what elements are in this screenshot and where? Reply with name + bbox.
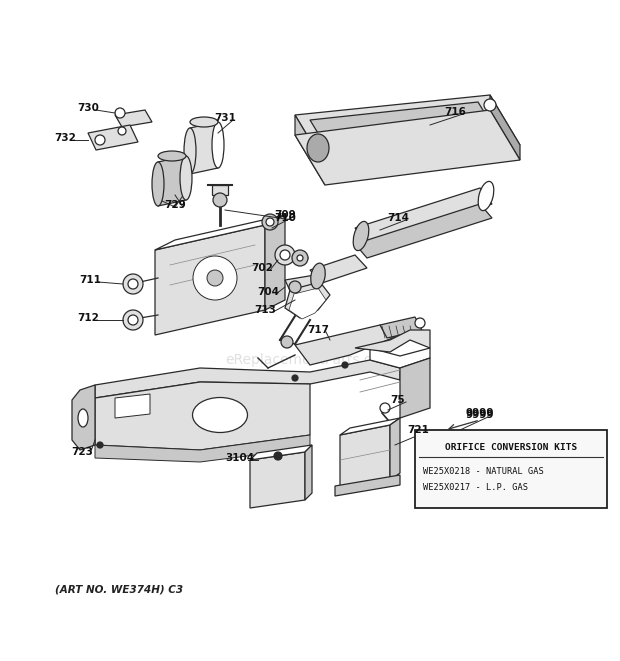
Circle shape xyxy=(95,135,105,145)
Text: 713: 713 xyxy=(254,305,276,315)
Circle shape xyxy=(97,442,103,448)
Polygon shape xyxy=(310,102,506,166)
Ellipse shape xyxy=(190,117,218,127)
Text: 721: 721 xyxy=(407,425,429,435)
Text: 714: 714 xyxy=(387,213,409,223)
Polygon shape xyxy=(295,95,520,165)
Polygon shape xyxy=(72,385,95,450)
Polygon shape xyxy=(285,282,330,318)
Polygon shape xyxy=(115,394,150,418)
Polygon shape xyxy=(340,418,400,435)
Text: 729: 729 xyxy=(164,200,186,210)
Circle shape xyxy=(262,214,278,230)
Circle shape xyxy=(193,256,237,300)
Polygon shape xyxy=(289,288,326,319)
Circle shape xyxy=(213,193,227,207)
Polygon shape xyxy=(95,382,310,450)
Ellipse shape xyxy=(158,151,186,161)
Text: 710: 710 xyxy=(274,213,296,223)
Text: 716: 716 xyxy=(444,107,466,117)
Text: 704: 704 xyxy=(257,287,279,297)
Circle shape xyxy=(292,250,308,266)
Ellipse shape xyxy=(478,181,494,211)
Polygon shape xyxy=(355,204,492,258)
Polygon shape xyxy=(295,110,520,185)
Text: 9999: 9999 xyxy=(466,408,494,418)
Text: 732: 732 xyxy=(54,133,76,143)
Text: 731: 731 xyxy=(214,113,236,123)
Text: 3104: 3104 xyxy=(226,453,255,463)
Polygon shape xyxy=(155,215,285,250)
Circle shape xyxy=(274,452,282,460)
Text: 723: 723 xyxy=(71,447,93,457)
Ellipse shape xyxy=(212,122,224,168)
Polygon shape xyxy=(95,360,400,398)
Polygon shape xyxy=(340,425,390,490)
Circle shape xyxy=(292,375,298,381)
Ellipse shape xyxy=(307,134,329,162)
Ellipse shape xyxy=(192,397,247,432)
Polygon shape xyxy=(88,125,138,150)
Circle shape xyxy=(280,250,290,260)
Polygon shape xyxy=(370,348,430,368)
Polygon shape xyxy=(158,156,186,206)
Polygon shape xyxy=(250,445,312,460)
Polygon shape xyxy=(305,445,312,500)
Polygon shape xyxy=(190,122,218,174)
Circle shape xyxy=(415,318,425,328)
Polygon shape xyxy=(355,188,492,244)
Circle shape xyxy=(297,255,303,261)
Polygon shape xyxy=(335,475,400,496)
Text: 9999: 9999 xyxy=(466,410,494,420)
Circle shape xyxy=(289,281,301,293)
Ellipse shape xyxy=(353,221,369,251)
Circle shape xyxy=(266,218,274,226)
Polygon shape xyxy=(380,317,422,338)
Polygon shape xyxy=(295,115,325,185)
Polygon shape xyxy=(390,418,400,480)
Ellipse shape xyxy=(311,263,326,289)
Polygon shape xyxy=(95,435,310,462)
Circle shape xyxy=(115,108,125,118)
Polygon shape xyxy=(295,325,400,365)
Polygon shape xyxy=(212,185,228,195)
Polygon shape xyxy=(155,225,265,335)
Polygon shape xyxy=(115,110,152,127)
Polygon shape xyxy=(490,95,520,160)
Ellipse shape xyxy=(78,409,88,427)
Polygon shape xyxy=(250,452,305,508)
Circle shape xyxy=(281,336,293,348)
Circle shape xyxy=(484,99,496,111)
Polygon shape xyxy=(285,275,322,295)
Circle shape xyxy=(275,245,295,265)
Circle shape xyxy=(128,315,138,325)
Text: 709: 709 xyxy=(274,210,296,220)
Text: 711: 711 xyxy=(79,275,101,285)
Circle shape xyxy=(380,403,390,413)
Circle shape xyxy=(342,362,348,368)
Circle shape xyxy=(123,274,143,294)
Text: WE25X0218 - NATURAL GAS: WE25X0218 - NATURAL GAS xyxy=(423,467,544,477)
Ellipse shape xyxy=(184,128,196,174)
Text: WE25X0217 - L.P. GAS: WE25X0217 - L.P. GAS xyxy=(423,483,528,492)
Text: 730: 730 xyxy=(77,103,99,113)
Circle shape xyxy=(123,310,143,330)
Ellipse shape xyxy=(180,156,192,200)
Polygon shape xyxy=(310,255,367,283)
Text: 717: 717 xyxy=(307,325,329,335)
Text: 712: 712 xyxy=(77,313,99,323)
Text: 702: 702 xyxy=(251,263,273,273)
Bar xyxy=(415,430,607,508)
Text: ORIFICE CONVERSION KITS: ORIFICE CONVERSION KITS xyxy=(445,444,577,453)
Text: eReplacementParts.com: eReplacementParts.com xyxy=(226,353,394,367)
Polygon shape xyxy=(355,330,430,352)
Circle shape xyxy=(207,270,223,286)
Polygon shape xyxy=(265,215,285,310)
Ellipse shape xyxy=(152,162,164,206)
Text: 75: 75 xyxy=(391,395,405,405)
Circle shape xyxy=(118,127,126,135)
Circle shape xyxy=(128,279,138,289)
Text: (ART NO. WE374H) C3: (ART NO. WE374H) C3 xyxy=(55,585,183,595)
Polygon shape xyxy=(400,358,430,418)
